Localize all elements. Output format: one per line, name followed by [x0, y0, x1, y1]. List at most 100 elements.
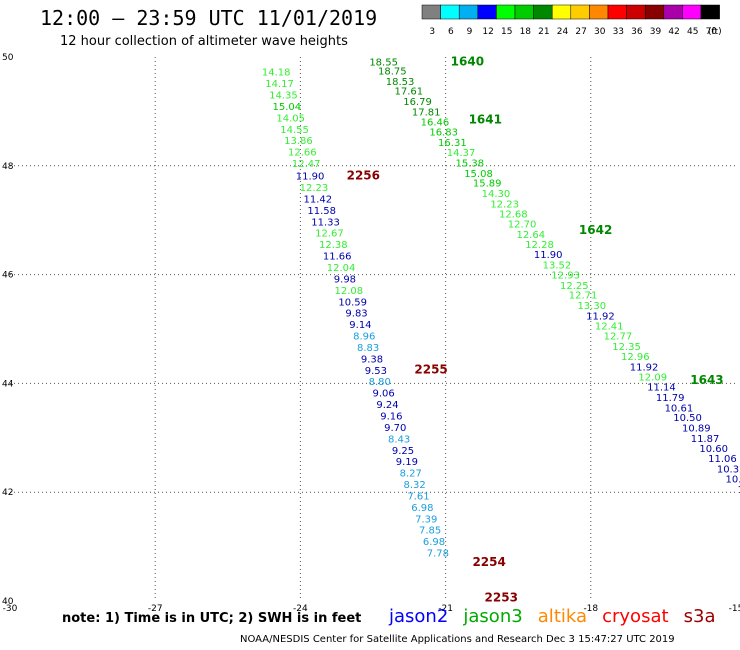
swh-value: 12.70 [508, 219, 537, 230]
chart-title: 12:00 – 23:59 UTC 11/01/2019 [40, 6, 378, 30]
legend-swatch [644, 4, 665, 20]
legend-swatch [533, 4, 553, 20]
legend-svg: 3 6 9 12 15 18 21 24 27 30 33 36 39 42 45 70(ft) [421, 4, 722, 37]
legend-swatch [440, 4, 460, 20]
swh-value: 14.55 [280, 125, 309, 136]
swh-value: 9.98 [334, 274, 356, 285]
legend-swatch [421, 4, 441, 20]
swh-value: 10.32 [717, 464, 740, 475]
time-label: 2253 [485, 591, 518, 605]
satellite-altika: altika [537, 606, 588, 627]
swh-value: 12.71 [569, 291, 598, 302]
y-tick-label: 46 [2, 271, 14, 281]
swh-value: 12.09 [638, 372, 667, 383]
legend-swatch [551, 4, 572, 20]
swh-value: 7.78 [427, 549, 449, 560]
swh-value: 17.81 [412, 107, 441, 118]
swh-value: 18.53 [386, 77, 415, 88]
swh-value: 16.46 [421, 118, 450, 129]
swh-value: 14.17 [265, 79, 294, 90]
swh-value: 11.90 [534, 250, 563, 261]
satellite-legend: jason2 jason3 altika cryosat s3a [389, 606, 726, 627]
swh-value: 14.05 [276, 113, 305, 124]
swh-value: 12.35 [612, 342, 641, 353]
legend-label: 39 [650, 27, 662, 37]
swh-value: 12.93 [551, 271, 580, 282]
swh-value: 12.04 [327, 263, 356, 274]
swh-value: 8.96 [353, 332, 375, 343]
swh-value: 14.37 [447, 148, 476, 159]
swh-value: 11.42 [304, 194, 333, 205]
swh-value: 12.96 [621, 352, 650, 363]
swh-value: 8.32 [403, 480, 425, 491]
satellite-s3a: s3a [683, 606, 716, 627]
swh-value: 10.60 [699, 444, 728, 455]
swh-value: 6.98 [423, 537, 445, 548]
swh-value: 9.38 [361, 354, 383, 365]
swh-value: 7.85 [419, 526, 441, 537]
y-tick-label: 40 [2, 597, 14, 607]
satellite-jason3: jason3 [463, 606, 523, 627]
swh-value: 8.27 [400, 469, 422, 480]
swh-value: 16.83 [429, 128, 458, 139]
legend-swatch [477, 4, 497, 20]
swh-value: 17.61 [394, 87, 423, 98]
y-tick-label: 48 [2, 162, 14, 172]
legend-swatch [458, 4, 479, 20]
legend-label: 24 [557, 27, 569, 37]
swh-value: 12.25 [560, 281, 589, 292]
swh-value: 9.14 [349, 320, 371, 331]
legend-label: 45 [687, 27, 698, 37]
y-tick-label: 44 [2, 379, 14, 389]
legend-label: 30 [594, 27, 606, 37]
swh-value: 10.53 [726, 475, 740, 486]
swh-value: 11.87 [691, 434, 720, 445]
swh-value: 8.80 [369, 377, 391, 388]
swh-value: 12.41 [595, 322, 624, 333]
swh-value: 18.75 [378, 67, 407, 78]
time-label: 1640 [451, 54, 484, 68]
swh-value: 6.98 [411, 503, 433, 514]
time-label: 2254 [472, 555, 505, 569]
swh-value: 9.06 [373, 389, 395, 400]
legend-swatch [589, 4, 609, 20]
swh-value: 13.86 [284, 136, 313, 147]
swh-value: 11.66 [323, 252, 352, 263]
swh-value: 8.43 [388, 434, 410, 445]
swh-value: 12.23 [490, 199, 519, 210]
swh-value: 10.59 [338, 297, 367, 308]
y-tick-label: 42 [2, 488, 13, 498]
x-tick-label: -30 [3, 604, 18, 614]
swh-value: 11.90 [296, 172, 325, 183]
satellite-jason2: jason2 [389, 606, 449, 627]
swh-value: 14.35 [269, 91, 298, 102]
legend-label: 15 [501, 27, 512, 37]
swh-value: 18.55 [369, 57, 398, 68]
swh-value: 10.89 [682, 423, 711, 434]
time-label: 1641 [469, 113, 502, 127]
swh-value: 14.18 [262, 68, 291, 79]
swh-value: 8.83 [357, 343, 379, 354]
swh-value: 12.67 [315, 229, 344, 240]
legend-swatch [682, 4, 702, 20]
swh-value: 10.50 [673, 413, 702, 424]
swh-value: 7.61 [407, 491, 429, 502]
color-legend: 3 6 9 12 15 18 21 24 27 30 33 36 39 42 45 70 (ft) [421, 4, 731, 44]
swh-value: 11.14 [647, 383, 676, 394]
legend-label: 27 [575, 27, 586, 37]
chart-subtitle: 12 hour collection of altimeter wave hei… [60, 34, 348, 49]
swh-value: 9.83 [345, 309, 367, 320]
legend-label: 36 [631, 27, 643, 37]
swh-value: 12.08 [334, 286, 363, 297]
swh-value: 12.68 [499, 210, 528, 221]
satellite-cryosat: cryosat [602, 606, 669, 627]
swh-value: 13.30 [577, 301, 606, 312]
time-label: 1643 [690, 373, 723, 387]
swh-value: 14.30 [482, 189, 511, 200]
swh-value: 10.61 [665, 403, 694, 414]
swh-value: 11.06 [708, 454, 737, 465]
legend-unit: (ft) [708, 27, 722, 37]
legend-swatch [663, 4, 683, 20]
footer-credit: NOAA/NESDIS Center for Satellite Applica… [240, 634, 675, 645]
